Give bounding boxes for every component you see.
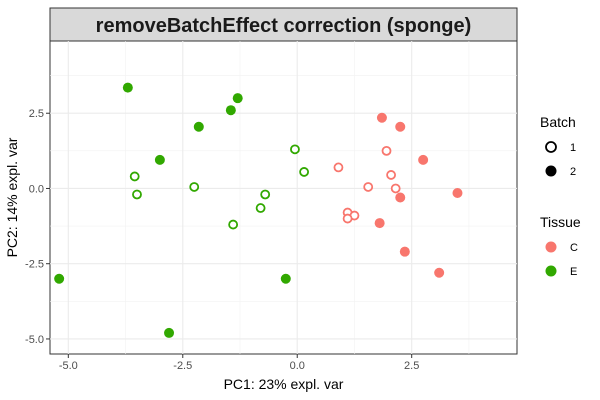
batch-2-label: 2 xyxy=(570,166,576,178)
y-tick-label: -5.0 xyxy=(25,334,44,346)
data-point xyxy=(399,246,410,257)
tissue-c-label: C xyxy=(570,242,578,254)
tissue-c-key xyxy=(545,241,557,253)
batch-2-key xyxy=(545,165,557,177)
x-axis-title: PC1: 23% expl. var xyxy=(224,376,344,392)
data-point xyxy=(333,162,344,173)
data-point xyxy=(299,167,310,177)
data-point xyxy=(154,154,165,165)
y-tick-label: 2.5 xyxy=(29,108,44,120)
data-point xyxy=(228,219,239,230)
data-point xyxy=(390,183,401,194)
data-point xyxy=(376,112,387,123)
chart-title: removeBatchEffect correction (sponge) xyxy=(96,15,472,37)
x-tick-label: 2.5 xyxy=(404,360,419,372)
plot-panel xyxy=(49,40,518,355)
data-point xyxy=(225,105,236,116)
data-point xyxy=(374,218,385,229)
batch-1-key xyxy=(545,141,557,153)
tissue-legend: Tissue C E xyxy=(540,214,581,278)
grid-lines xyxy=(50,41,517,354)
batch-legend: Batch 1 2 xyxy=(540,114,576,178)
data-point xyxy=(54,273,65,284)
x-tick-label: -2.5 xyxy=(173,360,192,372)
data-point xyxy=(418,154,429,165)
y-tick-label: -2.5 xyxy=(25,259,44,271)
data-point xyxy=(395,121,406,132)
batch-1-label: 1 xyxy=(570,142,576,154)
data-point xyxy=(386,170,396,180)
tissue-legend-title: Tissue xyxy=(540,214,581,230)
tissue-e-label: E xyxy=(570,266,577,278)
data-point xyxy=(189,182,200,192)
data-point xyxy=(395,192,406,203)
data-points xyxy=(54,82,463,338)
data-point xyxy=(122,82,133,93)
data-point xyxy=(193,121,204,132)
data-point xyxy=(342,213,353,224)
data-point xyxy=(381,145,392,156)
data-point xyxy=(132,189,142,200)
data-point xyxy=(452,187,463,198)
data-point xyxy=(363,182,374,192)
data-point xyxy=(255,203,266,213)
y-axis-title: PC2: 14% expl. var xyxy=(4,137,20,257)
tissue-e-key xyxy=(545,265,557,277)
batch-legend-title: Batch xyxy=(540,114,576,130)
data-point xyxy=(129,171,140,182)
title-strip xyxy=(49,7,518,42)
data-point xyxy=(164,327,175,338)
x-tick-label: -5.0 xyxy=(59,360,78,372)
data-point xyxy=(232,93,243,104)
data-point xyxy=(434,267,445,278)
x-tick-label: 0.0 xyxy=(290,360,305,372)
data-point xyxy=(260,189,271,200)
data-point xyxy=(290,144,300,155)
data-point xyxy=(280,273,291,284)
y-tick-label: 0.0 xyxy=(29,183,44,195)
axis-ticks: -5.0 -2.5 0.0 2.5 -5.0 -2.5 0.0 2.5 xyxy=(25,108,419,372)
